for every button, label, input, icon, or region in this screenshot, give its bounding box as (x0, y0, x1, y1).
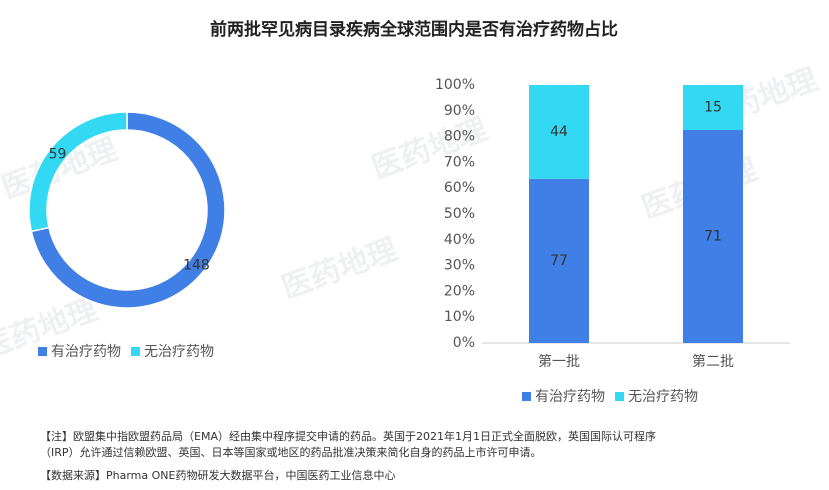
data-label: 44 (550, 124, 568, 140)
legend-swatch (38, 347, 47, 356)
donut-segment (28, 111, 128, 233)
legend-label: 有治疗药物 (535, 389, 605, 405)
x-tick-label: 第一批 (538, 353, 580, 370)
legend-label: 无治疗药物 (628, 389, 698, 405)
y-tick-label: 0% (453, 335, 475, 351)
legend-swatch (522, 392, 531, 401)
bar-segment (529, 85, 589, 179)
data-label: 71 (704, 229, 722, 245)
bar-segment (683, 85, 743, 130)
donut-segment (30, 111, 226, 309)
data-label: 77 (550, 253, 568, 269)
legend-label: 有治疗药物 (51, 344, 121, 360)
note-line: （IRP）允许通过信赖欧盟、英国、日本等国家或地区的药品批准决策来简化自身的药品… (40, 445, 542, 459)
y-tick-label: 70% (444, 154, 475, 170)
legend-swatch (615, 392, 624, 401)
bar-segment (529, 178, 589, 343)
data-label: 148 (183, 258, 210, 274)
data-label: 15 (704, 100, 722, 116)
y-tick-label: 60% (444, 180, 475, 196)
legend-swatch (131, 347, 140, 356)
source: 【数据来源】Pharma ONE药物研发大数据平台，中国医药工业信息中心 (40, 468, 395, 482)
note-line: 【注】欧盟集中指欧盟药品局（EMA）经由集中程序提交申请的药品。英国于2021年… (40, 429, 656, 443)
y-tick-label: 30% (444, 258, 475, 274)
y-tick-label: 100% (435, 77, 475, 93)
legend-label: 无治疗药物 (144, 344, 214, 360)
x-tick-label: 第二批 (692, 353, 734, 370)
data-label: 59 (49, 146, 67, 162)
y-tick-label: 40% (444, 232, 475, 248)
y-tick-label: 80% (444, 129, 475, 145)
bar-segment (683, 130, 743, 343)
chart-title: 前两批罕见病目录疾病全球范围内是否有治疗药物占比 (210, 19, 618, 40)
y-tick-label: 50% (444, 206, 475, 222)
y-tick-label: 20% (444, 283, 475, 299)
y-tick-label: 90% (444, 103, 475, 119)
y-tick-label: 10% (444, 309, 475, 325)
